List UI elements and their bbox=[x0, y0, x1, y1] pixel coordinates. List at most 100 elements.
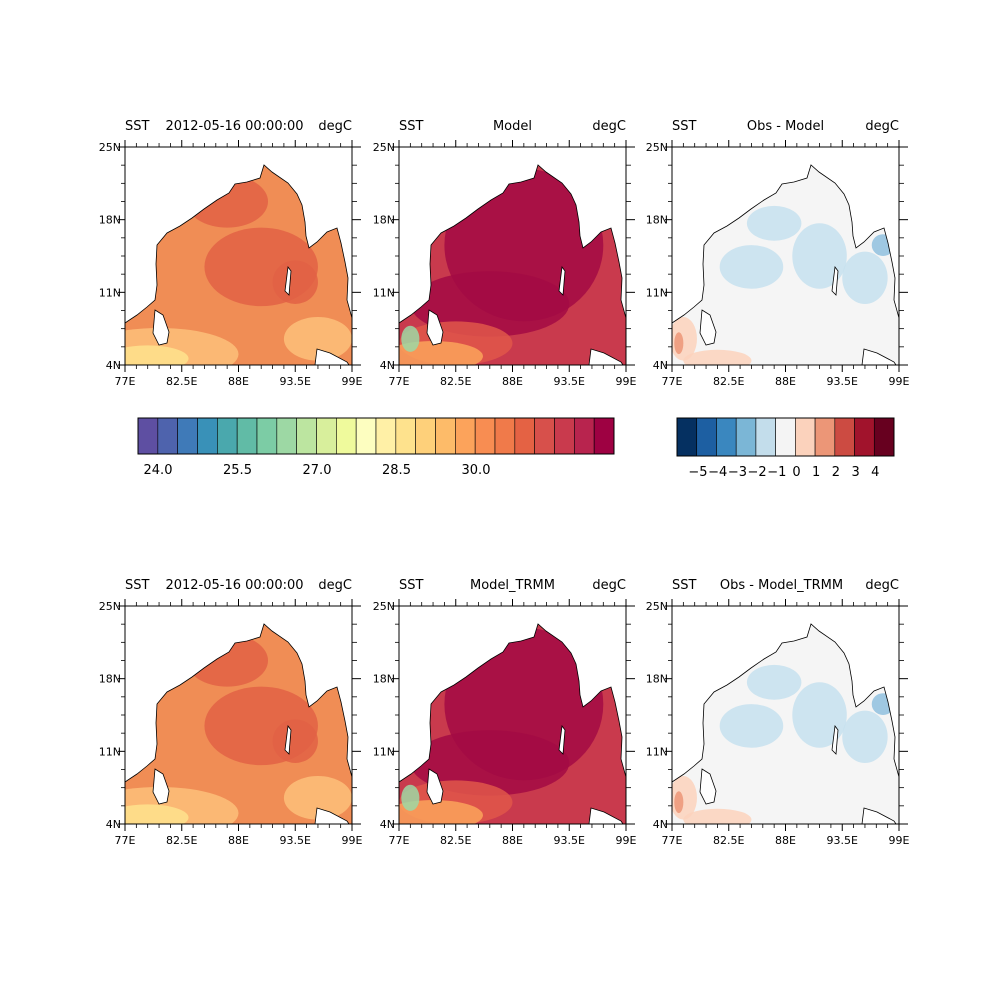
x-tick-label: 77E bbox=[662, 375, 683, 388]
sst-colorbar: 24.0 25.5 27.0 28.5 30.0 bbox=[137, 417, 615, 478]
island-srilanka bbox=[152, 309, 170, 346]
colorbar-tick-label: 1 bbox=[812, 465, 820, 480]
colorbar-tick-label: 3 bbox=[851, 465, 859, 480]
x-tick-label: 99E bbox=[889, 375, 910, 388]
colorbar-swatch bbox=[716, 417, 737, 457]
x-tick-label: 82.5E bbox=[713, 834, 744, 847]
panel-title-right: degC bbox=[318, 578, 352, 593]
y-tick-label: 11N bbox=[646, 745, 668, 758]
x-tick-label: 93.5E bbox=[827, 375, 858, 388]
colorbar-swatch bbox=[177, 417, 198, 455]
y-tick-label: 18N bbox=[646, 214, 668, 227]
colorbar-swatch bbox=[157, 417, 178, 455]
island-andaman bbox=[558, 724, 566, 755]
y-tick-label: 25N bbox=[99, 600, 121, 613]
island-andaman bbox=[831, 265, 839, 296]
y-tick-label: 18N bbox=[373, 673, 395, 686]
y-tick-label: 18N bbox=[646, 673, 668, 686]
x-tick-label: 93.5E bbox=[280, 375, 311, 388]
y-tick-label: 4N bbox=[380, 818, 395, 831]
colorbar-tick-label: −1 bbox=[767, 465, 786, 480]
x-tick-label: 77E bbox=[662, 834, 683, 847]
panel-title-center: 2012-05-16 00:00:00 bbox=[165, 119, 303, 134]
island-srilanka bbox=[699, 309, 717, 346]
colorbar-swatch bbox=[355, 417, 377, 455]
colorbar-swatch bbox=[296, 417, 317, 455]
colorbar-swatch bbox=[435, 417, 456, 455]
x-tick-label: 93.5E bbox=[554, 375, 585, 388]
colorbar-tick-label: 2 bbox=[832, 465, 840, 480]
colorbar-swatch bbox=[834, 417, 855, 457]
x-tick-label: 99E bbox=[342, 834, 363, 847]
panel-title-left: SST bbox=[399, 119, 424, 134]
colorbar-swatch bbox=[514, 417, 535, 455]
y-tick-label: 25N bbox=[646, 600, 668, 613]
colorbar-tick-label: −2 bbox=[748, 465, 767, 480]
map-panel-diff: 77E 82.5E 88E 93.5E 99E 25N 18N 11N 4N SST Obs - M… bbox=[646, 119, 910, 388]
x-tick-label: 77E bbox=[389, 375, 410, 388]
x-tick-label: 77E bbox=[115, 834, 136, 847]
y-tick-label: 11N bbox=[373, 745, 395, 758]
x-tick-label: 82.5E bbox=[166, 834, 197, 847]
y-tick-label: 11N bbox=[646, 286, 668, 299]
x-tick-label: 99E bbox=[342, 375, 363, 388]
map-panel-obs: 77E 82.5E 88E 93.5E 99E 25N 18N 11N 4N SST 2012-05… bbox=[99, 578, 363, 847]
colorbar-swatch bbox=[775, 417, 796, 457]
x-tick-label: 82.5E bbox=[440, 375, 471, 388]
colorbar-swatch bbox=[814, 417, 836, 457]
y-tick-label: 4N bbox=[653, 818, 668, 831]
colorbar-swatch bbox=[197, 417, 218, 455]
panel-title-left: SST bbox=[672, 578, 697, 593]
panel-title-center: 2012-05-16 00:00:00 bbox=[165, 578, 303, 593]
colorbar-tick-label: −3 bbox=[728, 465, 747, 480]
colorbar-swatch bbox=[455, 417, 476, 455]
colorbar-tick-label: 30.0 bbox=[462, 463, 491, 478]
y-tick-label: 18N bbox=[99, 214, 121, 227]
x-tick-label: 88E bbox=[228, 375, 249, 388]
panel-title-right: degC bbox=[592, 119, 626, 134]
diff-colorbar: −5 −4 −3 −2 −1 0 1 2 3 4 bbox=[676, 417, 895, 480]
panel-title-center: Model bbox=[493, 119, 532, 134]
x-tick-label: 88E bbox=[775, 834, 796, 847]
x-tick-label: 88E bbox=[775, 375, 796, 388]
colorbar-swatch bbox=[236, 417, 258, 455]
coastline bbox=[124, 623, 353, 825]
panel-title-right: degC bbox=[318, 119, 352, 134]
x-tick-label: 99E bbox=[889, 834, 910, 847]
colorbar-swatch bbox=[474, 417, 496, 455]
map-panel-obs: 77E 82.5E 88E 93.5E 99E 25N 18N 11N 4N SST 2012-05… bbox=[99, 119, 363, 388]
panel-title-right: degC bbox=[865, 578, 899, 593]
y-tick-label: 25N bbox=[99, 141, 121, 154]
island-srilanka bbox=[426, 768, 444, 805]
x-tick-label: 93.5E bbox=[827, 834, 858, 847]
panel-title-center: Model_TRMM bbox=[470, 578, 555, 593]
x-tick-label: 93.5E bbox=[554, 834, 585, 847]
colorbar-tick-label: 24.0 bbox=[144, 463, 173, 478]
panel-title-left: SST bbox=[125, 578, 150, 593]
y-tick-label: 11N bbox=[99, 745, 121, 758]
colorbar-tick-label: 4 bbox=[871, 465, 879, 480]
colorbar-swatch bbox=[696, 417, 717, 457]
colorbar-swatch bbox=[276, 417, 297, 455]
map-panel-diff: 77E 82.5E 88E 93.5E 99E 25N 18N 11N 4N SST Obs - M… bbox=[646, 578, 910, 847]
colorbar-swatch bbox=[795, 417, 816, 457]
x-tick-label: 99E bbox=[616, 834, 637, 847]
panel-title-left: SST bbox=[672, 119, 697, 134]
x-tick-label: 82.5E bbox=[440, 834, 471, 847]
x-tick-label: 77E bbox=[115, 375, 136, 388]
coastline bbox=[398, 623, 627, 825]
map-panel-model: 77E 82.5E 88E 93.5E 99E 25N 18N 11N 4N SST Model_T… bbox=[373, 578, 637, 847]
colorbar-swatch bbox=[854, 417, 875, 457]
y-tick-label: 25N bbox=[646, 141, 668, 154]
x-tick-label: 99E bbox=[616, 375, 637, 388]
panel-title-center: Obs - Model_TRMM bbox=[720, 578, 843, 593]
colorbar-tick-label: 28.5 bbox=[382, 463, 411, 478]
y-tick-label: 4N bbox=[106, 818, 121, 831]
colorbar-swatch bbox=[395, 417, 416, 455]
island-srilanka bbox=[426, 309, 444, 346]
island-andaman bbox=[558, 265, 566, 296]
colorbar-swatch bbox=[574, 417, 595, 455]
coastline bbox=[671, 164, 900, 366]
y-tick-label: 25N bbox=[373, 141, 395, 154]
